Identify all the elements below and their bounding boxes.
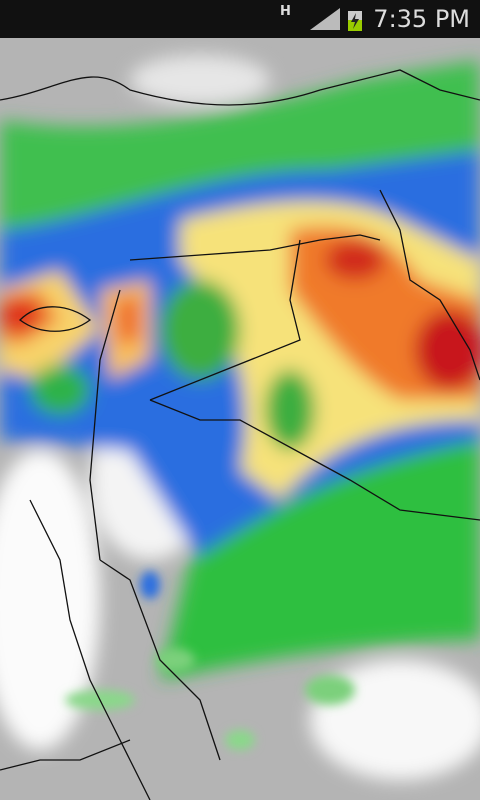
borders — [0, 69, 480, 800]
charging-bolt — [351, 13, 359, 29]
clock: 7:35 PM — [373, 5, 470, 33]
radar-map — [0, 38, 480, 800]
status-icons — [310, 8, 362, 31]
scattered-echoes — [65, 571, 355, 750]
signal-icon — [310, 8, 340, 30]
status-bar: H 7:35 PM — [0, 0, 480, 38]
network-indicator: H — [280, 4, 291, 19]
